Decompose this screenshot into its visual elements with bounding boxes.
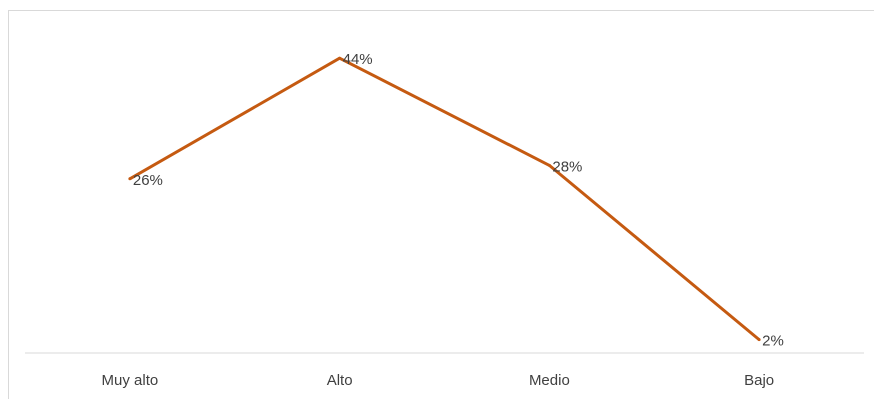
data-point — [757, 338, 761, 342]
data-label: 26% — [133, 172, 163, 189]
data-point — [128, 177, 132, 181]
data-labels: 26% 44% 28% 2% — [133, 51, 784, 349]
series-layer — [128, 56, 761, 342]
data-label: 44% — [343, 51, 373, 68]
series-line — [129, 56, 761, 341]
data-label: 28% — [552, 158, 582, 175]
data-label: 2% — [762, 333, 784, 350]
x-tick-label: Bajo — [744, 372, 774, 389]
data-point — [547, 163, 551, 167]
x-axis-tick-labels: Muy alto Alto Medio Bajo — [102, 372, 775, 389]
data-point — [338, 56, 342, 60]
x-tick-label: Medio — [529, 372, 570, 389]
x-tick-label: Muy alto — [102, 372, 159, 389]
x-tick-label: Alto — [327, 372, 353, 389]
